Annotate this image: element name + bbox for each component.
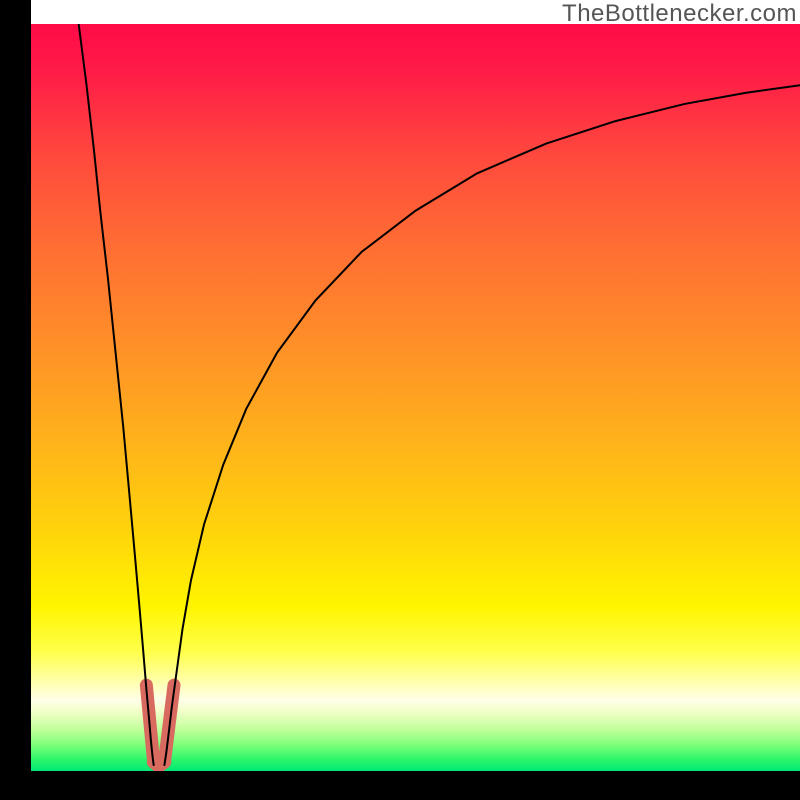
bottleneck-curve-right [164, 85, 800, 765]
frame-bottom [0, 771, 800, 800]
frame-left [0, 0, 31, 800]
watermark-text: TheBottlenecker.com [562, 0, 797, 28]
bottleneck-curve-plot [0, 0, 800, 800]
bottleneck-curve-left [79, 24, 154, 765]
dip-marker-bottom [153, 762, 165, 766]
